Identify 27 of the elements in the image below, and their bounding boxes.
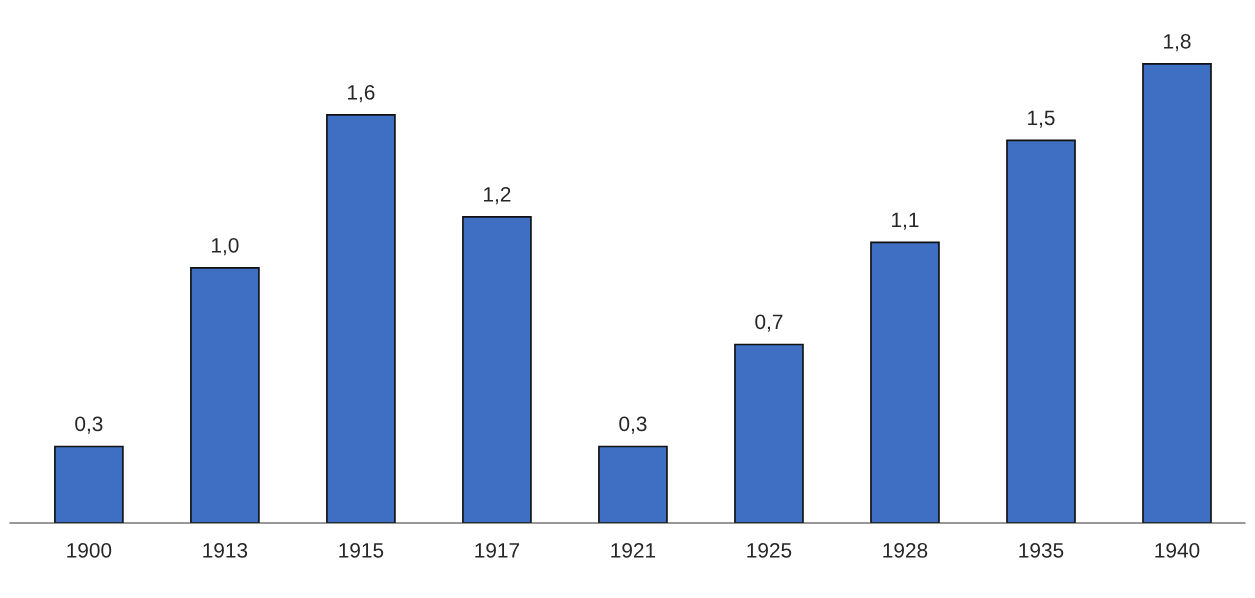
x-tick-label: 1913	[203, 542, 248, 558]
data-label: 1,1	[892, 212, 919, 230]
bar	[870, 241, 940, 523]
x-tick-label: 1925	[747, 542, 792, 558]
data-label: 0,3	[75, 416, 103, 434]
x-tick-label: 1915	[339, 542, 384, 558]
data-label: 0,3	[619, 416, 647, 434]
data-label: 1,5	[1028, 110, 1055, 128]
x-tick-label: 1935	[1019, 542, 1064, 558]
x-tick-label: 1940	[1155, 542, 1200, 558]
bar	[54, 445, 124, 523]
bar	[1006, 139, 1076, 523]
bar	[190, 267, 260, 523]
x-tick-label: 1917	[475, 542, 520, 558]
bar	[1142, 63, 1212, 523]
x-tick-label: 1900	[67, 542, 112, 558]
data-label: 1,8	[1164, 33, 1191, 52]
x-tick-label: 1921	[611, 542, 656, 558]
bar	[734, 343, 804, 523]
data-label: 1,0	[212, 237, 239, 256]
bar	[598, 445, 668, 523]
x-tick-label: 1928	[883, 542, 928, 558]
bar	[326, 114, 396, 523]
bar	[462, 216, 532, 523]
data-label: 1,6	[348, 84, 375, 103]
data-label: 0,7	[755, 314, 783, 332]
data-label: 1,2	[484, 186, 511, 205]
